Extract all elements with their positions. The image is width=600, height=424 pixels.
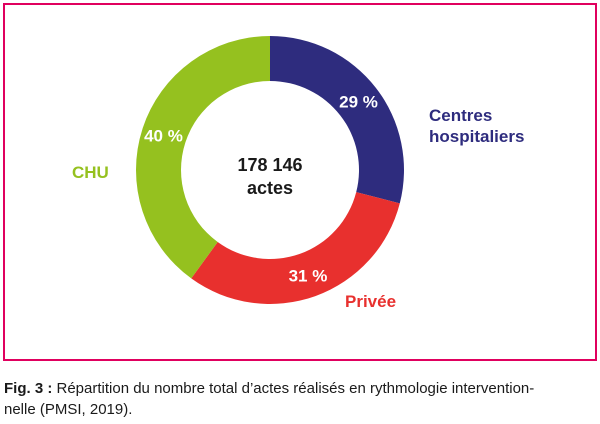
slice-label-line: Centres bbox=[429, 106, 493, 125]
slice-label-privee: Privée bbox=[345, 291, 396, 312]
slice-value-label-1: 31 % bbox=[289, 266, 328, 285]
donut-chart: 178 146 actes 29 % 31 % 40 % bbox=[136, 36, 404, 304]
slice-value-label-0: 29 % bbox=[339, 92, 378, 111]
donut-slice-0 bbox=[270, 36, 404, 204]
figure-caption: Fig. 3 : Répartition du nombre total d’a… bbox=[4, 378, 594, 420]
caption-text-line1: Répartition du nombre total d’actes réal… bbox=[52, 380, 535, 397]
slice-label-chu: CHU bbox=[72, 162, 109, 183]
donut-slices bbox=[136, 36, 404, 304]
donut-slice-1 bbox=[191, 192, 400, 304]
slice-value-labels: 29 % 31 % 40 % bbox=[144, 92, 378, 285]
donut-slice-2 bbox=[136, 36, 270, 279]
figure-frame bbox=[3, 3, 597, 361]
caption-prefix: Fig. 3 : bbox=[4, 380, 53, 397]
slice-value-label-2: 40 % bbox=[144, 126, 183, 145]
slice-label-line: Privée bbox=[345, 292, 397, 311]
slice-label-line: CHU bbox=[72, 163, 109, 182]
slice-label-line: hospitaliers bbox=[429, 127, 525, 146]
center-total: 178 146 bbox=[237, 155, 302, 175]
caption-text-line2: nelle (PMSI, 2019). bbox=[4, 401, 133, 418]
center-unit: actes bbox=[247, 178, 293, 198]
slice-label-centres-hospitaliers: Centres hospitaliers bbox=[429, 105, 524, 147]
